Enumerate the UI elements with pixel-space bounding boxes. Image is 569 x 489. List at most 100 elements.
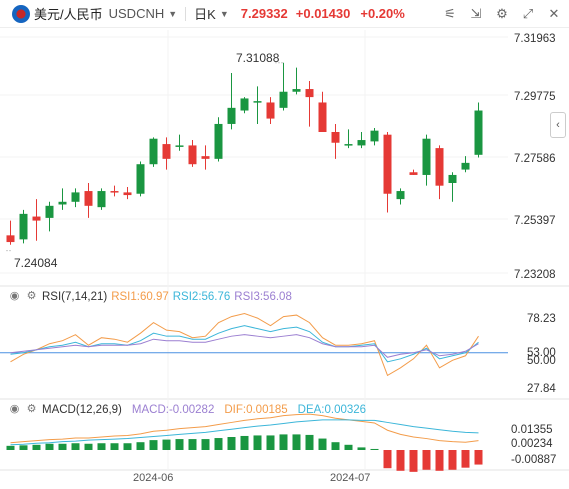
rsi-axis-label: 50.00	[527, 355, 556, 367]
gear-icon[interactable]: ⚙	[26, 403, 37, 415]
macd-histogram-bar	[45, 443, 54, 450]
candle-body	[266, 102, 275, 119]
eye-icon[interactable]: ◉	[9, 290, 20, 302]
candle-body	[474, 110, 483, 155]
macd-histogram-bar	[97, 443, 106, 450]
candle-body	[32, 216, 41, 221]
candle-body	[227, 107, 236, 124]
rsi-axis-label: 27.84	[527, 383, 556, 395]
dif-line	[10, 413, 479, 444]
macd-histogram-bar	[175, 439, 184, 450]
header-toolbar: ⚟ ⇲ ⚙ ⤢ ✕	[441, 5, 563, 23]
macd-histogram-bar	[279, 434, 288, 450]
macd-histogram-bar	[84, 443, 93, 450]
dea-line	[10, 419, 479, 446]
collapse-panel-button[interactable]: ‹	[550, 112, 566, 138]
macd-histogram-bar	[71, 443, 80, 450]
candle-body	[19, 213, 28, 240]
candle-body	[279, 91, 288, 108]
symbol-dropdown-caret-icon[interactable]: ▼	[168, 8, 178, 19]
macd-histogram-bar	[422, 450, 431, 470]
high-price-marker: 7.31088	[236, 51, 280, 65]
period-selector[interactable]: 日K	[194, 7, 216, 22]
macd-histogram-bar	[240, 435, 249, 450]
rsi1-line	[10, 313, 479, 377]
price-axis-label: 7.27586	[514, 153, 556, 165]
macd-histogram-bar	[448, 450, 457, 470]
macd-histogram-bar	[461, 450, 470, 468]
macd-histogram-bar	[331, 442, 340, 450]
macd-axis-label: 0.01355	[511, 424, 553, 436]
macd-histogram-bar	[32, 444, 41, 450]
candle-body	[162, 144, 171, 159]
rsi-axis-label: 53.00	[527, 347, 556, 359]
candle-body	[110, 191, 119, 193]
candle-body	[422, 138, 431, 175]
macd-histogram-bar	[123, 443, 132, 450]
time-axis-label: 2024-07	[330, 472, 371, 484]
macd-axis-label: 0.00234	[511, 438, 553, 450]
candle-body	[71, 192, 80, 202]
candle-body	[201, 156, 210, 159]
macd-histogram-bar	[162, 439, 171, 450]
macd-histogram-bar	[58, 443, 67, 450]
macd-histogram-bar	[266, 435, 275, 450]
candle-body	[396, 191, 405, 200]
price-axis-label: 7.31963	[514, 33, 556, 45]
rsi-legend: ◉ ⚙ RSI(7,14,21) RSI1:60.97 RSI2:56.76 R…	[8, 290, 292, 303]
macd-axis-label: -0.00887	[511, 454, 557, 466]
time-axis-label: 2024-06	[133, 472, 174, 484]
price-change-percent: +0.20%	[360, 6, 405, 21]
candle-body	[461, 162, 470, 170]
symbol-code[interactable]: USDCNH	[108, 6, 165, 21]
candle-body	[240, 98, 249, 111]
candle-body	[97, 191, 106, 208]
candle-body	[6, 235, 15, 243]
candle-body	[370, 130, 379, 142]
indicators-icon[interactable]: ⚟	[444, 6, 456, 21]
candle-body	[305, 89, 314, 98]
candle-body	[448, 174, 457, 183]
chart-settings-icon[interactable]: ⚙	[496, 6, 508, 21]
last-price: 7.29332	[240, 6, 288, 21]
fullscreen-exit-icon[interactable]: ⇲	[470, 6, 482, 21]
macd-title[interactable]: MACD(12,26,9)	[42, 403, 122, 416]
macd-histogram-bar	[435, 450, 444, 471]
candle-body	[84, 191, 93, 206]
macd-histogram-bar	[370, 448, 379, 450]
usd-cnh-flag-icon	[12, 4, 30, 23]
eye-icon[interactable]: ◉	[9, 403, 20, 415]
symbol-name[interactable]: 美元/人民币	[34, 7, 103, 22]
macd-histogram-bar	[227, 437, 236, 450]
macd-histogram-bar	[318, 438, 327, 450]
rsi3-value: RSI3:56.08	[234, 290, 292, 303]
macd-histogram-bar	[136, 442, 145, 450]
gear-icon[interactable]: ⚙	[26, 290, 37, 302]
macd-histogram-bar	[6, 445, 15, 450]
macd-histogram-bar	[474, 450, 483, 465]
expand-icon[interactable]: ⤢	[522, 6, 534, 21]
dif-value: DIF:0.00185	[224, 403, 288, 416]
candle-body	[344, 144, 353, 146]
price-axis-label: 7.23208	[514, 269, 556, 281]
macd-histogram-bar	[396, 450, 405, 471]
rsi2-line	[10, 325, 479, 363]
macd-histogram-bar	[149, 440, 158, 450]
low-price-marker: 7.24084	[14, 256, 58, 270]
rsi-title[interactable]: RSI(7,14,21)	[42, 290, 108, 303]
rsi-axis-label: 78.23	[527, 313, 556, 325]
candle-body	[292, 89, 301, 92]
candle-body	[123, 192, 132, 196]
macd-histogram-bar	[188, 439, 197, 450]
macd-value: MACD:-0.00282	[131, 403, 215, 416]
macd-histogram-bar	[357, 447, 366, 450]
macd-histogram-bar	[305, 434, 314, 450]
macd-histogram-bar	[344, 444, 353, 450]
candle-body	[383, 134, 392, 194]
candle-body	[318, 102, 327, 132]
close-icon[interactable]: ✕	[548, 6, 560, 21]
macd-histogram-bar	[383, 450, 392, 469]
macd-histogram-bar	[409, 450, 418, 472]
period-dropdown-caret-icon[interactable]: ▼	[219, 8, 229, 19]
